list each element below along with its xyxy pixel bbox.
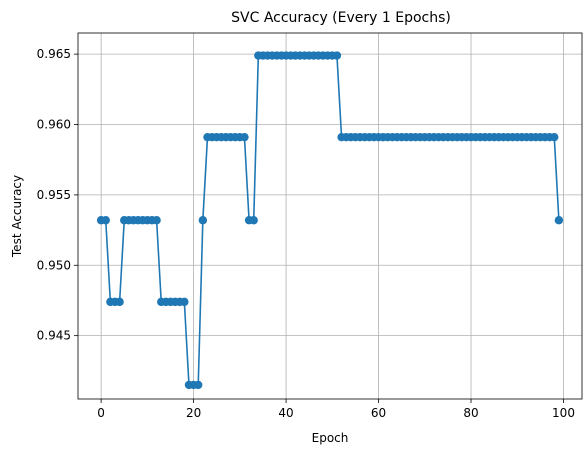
grid-lines [78,33,582,399]
data-point [101,216,110,225]
y-tick-label: 0.960 [37,118,71,132]
axis-ticks: 0 20 40 60 80 100 0.945 0.950 0.955 0.960 0.965 [37,47,575,420]
chart-title: SVC Accuracy (Every 1 Epochs) [231,10,451,26]
data-point [115,297,124,307]
series-layer [96,51,564,390]
y-tick-label: 0.945 [37,329,71,343]
x-tick-label: 0 [97,406,105,420]
data-point [180,297,189,307]
x-tick-label: 20 [186,406,201,420]
x-tick-label: 40 [278,406,293,420]
data-point [152,216,161,225]
data-point [249,216,258,225]
data-point [240,132,249,142]
y-tick-label: 0.955 [37,188,71,202]
data-point [554,216,564,225]
plot-frame [77,32,583,400]
x-tick-label: 100 [552,406,575,420]
data-point [194,380,203,390]
data-point [550,132,559,142]
y-axis-label: Test Accuracy [10,175,24,258]
data-point [198,216,208,225]
x-axis-label: Epoch [312,431,349,445]
x-tick-label: 60 [371,406,386,420]
y-tick-label: 0.950 [37,258,71,272]
data-point [332,51,342,60]
x-tick-label: 80 [463,406,478,420]
y-tick-label: 0.965 [37,47,71,61]
